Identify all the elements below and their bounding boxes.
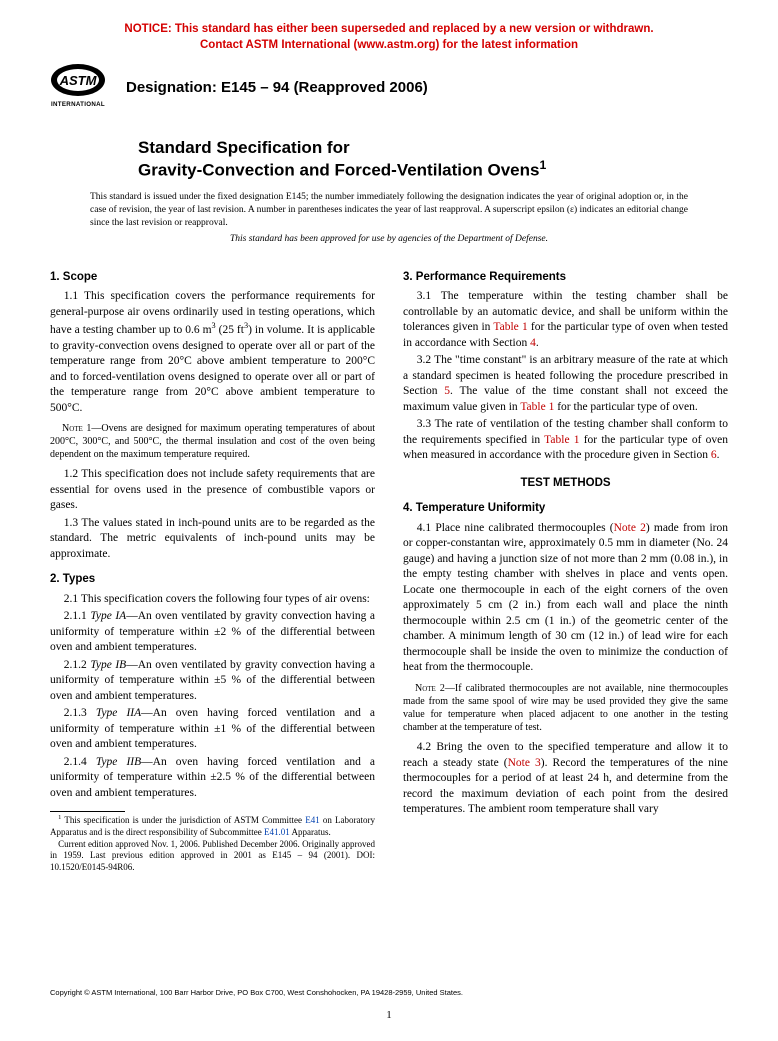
para-2-1-1: 2.1.1 Type IA—An oven ventilated by grav… xyxy=(50,609,375,656)
footnote-1: 1 This specification is under the jurisd… xyxy=(50,814,375,838)
link-e41[interactable]: E41 xyxy=(305,815,320,825)
document-page: NOTICE: This standard has either been su… xyxy=(0,0,778,1041)
title-line2: Gravity-Convection and Forced-Ventilatio… xyxy=(138,161,539,180)
test-methods-head: TEST METHODS xyxy=(403,476,728,492)
link-note2[interactable]: Note 2 xyxy=(614,522,646,534)
link-e4101[interactable]: E41.01 xyxy=(264,827,290,837)
para-2-1-4: 2.1.4 Type IIB—An oven having forced ven… xyxy=(50,755,375,802)
page-number: 1 xyxy=(0,1009,778,1021)
section-3-head: 3. Performance Requirements xyxy=(403,270,728,286)
para-4-1: 4.1 Place nine calibrated thermocouples … xyxy=(403,521,728,676)
notice-line1: NOTICE: This standard has either been su… xyxy=(124,23,653,35)
header-row: ASTM INTERNATIONAL Designation: E145 – 9… xyxy=(50,63,728,111)
note-2: Note 2—If calibrated thermocouples are n… xyxy=(403,682,728,734)
section-4-head: 4. Temperature Uniformity xyxy=(403,501,728,517)
notice-banner: NOTICE: This standard has either been su… xyxy=(50,22,728,53)
section-2-head: 2. Types xyxy=(50,572,375,588)
para-3-2: 3.2 The "time constant" is an arbitrary … xyxy=(403,353,728,415)
para-3-3: 3.3 The rate of ventilation of the testi… xyxy=(403,417,728,464)
link-note3[interactable]: Note 3 xyxy=(508,757,541,769)
designation-label: Designation: E145 – 94 (Reapproved 2006) xyxy=(126,79,428,96)
para-4-2: 4.2 Bring the oven to the specified temp… xyxy=(403,740,728,818)
issue-note: This standard is issued under the fixed … xyxy=(90,191,688,229)
logo-subtext: INTERNATIONAL xyxy=(51,101,105,108)
footnote-rule xyxy=(50,811,125,812)
note-1: Note 1—Ovens are designed for maximum op… xyxy=(50,422,375,461)
para-2-1-3: 2.1.3 Type IIA—An oven having forced ven… xyxy=(50,706,375,753)
notice-line2: Contact ASTM International (www.astm.org… xyxy=(200,39,578,51)
title-line1: Standard Specification for xyxy=(138,138,350,157)
para-3-1: 3.1 The temperature within the testing c… xyxy=(403,289,728,351)
title-sup: 1 xyxy=(539,158,546,172)
astm-logo: ASTM INTERNATIONAL xyxy=(50,63,114,111)
title-block: Standard Specification for Gravity-Conve… xyxy=(138,137,728,181)
copyright-line: Copyright © ASTM International, 100 Barr… xyxy=(50,988,728,997)
svg-text:ASTM: ASTM xyxy=(59,73,98,88)
link-table1-a[interactable]: Table 1 xyxy=(493,321,527,333)
para-2-1: 2.1 This specification covers the follow… xyxy=(50,592,375,608)
footnote-1b: Current edition approved Nov. 1, 2006. P… xyxy=(50,839,375,874)
body-columns: 1. Scope 1.1 This specification covers t… xyxy=(50,260,728,874)
section-1-head: 1. Scope xyxy=(50,270,375,286)
link-table1-b[interactable]: Table 1 xyxy=(520,401,554,413)
para-1-3: 1.3 The values stated in inch-pound unit… xyxy=(50,516,375,563)
para-2-1-2: 2.1.2 Type IB—An oven ventilated by grav… xyxy=(50,658,375,705)
dod-note: This standard has been approved for use … xyxy=(90,234,688,244)
para-1-2: 1.2 This specification does not include … xyxy=(50,467,375,514)
link-table1-c[interactable]: Table 1 xyxy=(544,434,579,446)
para-1-1: 1.1 This specification covers the perfor… xyxy=(50,289,375,416)
